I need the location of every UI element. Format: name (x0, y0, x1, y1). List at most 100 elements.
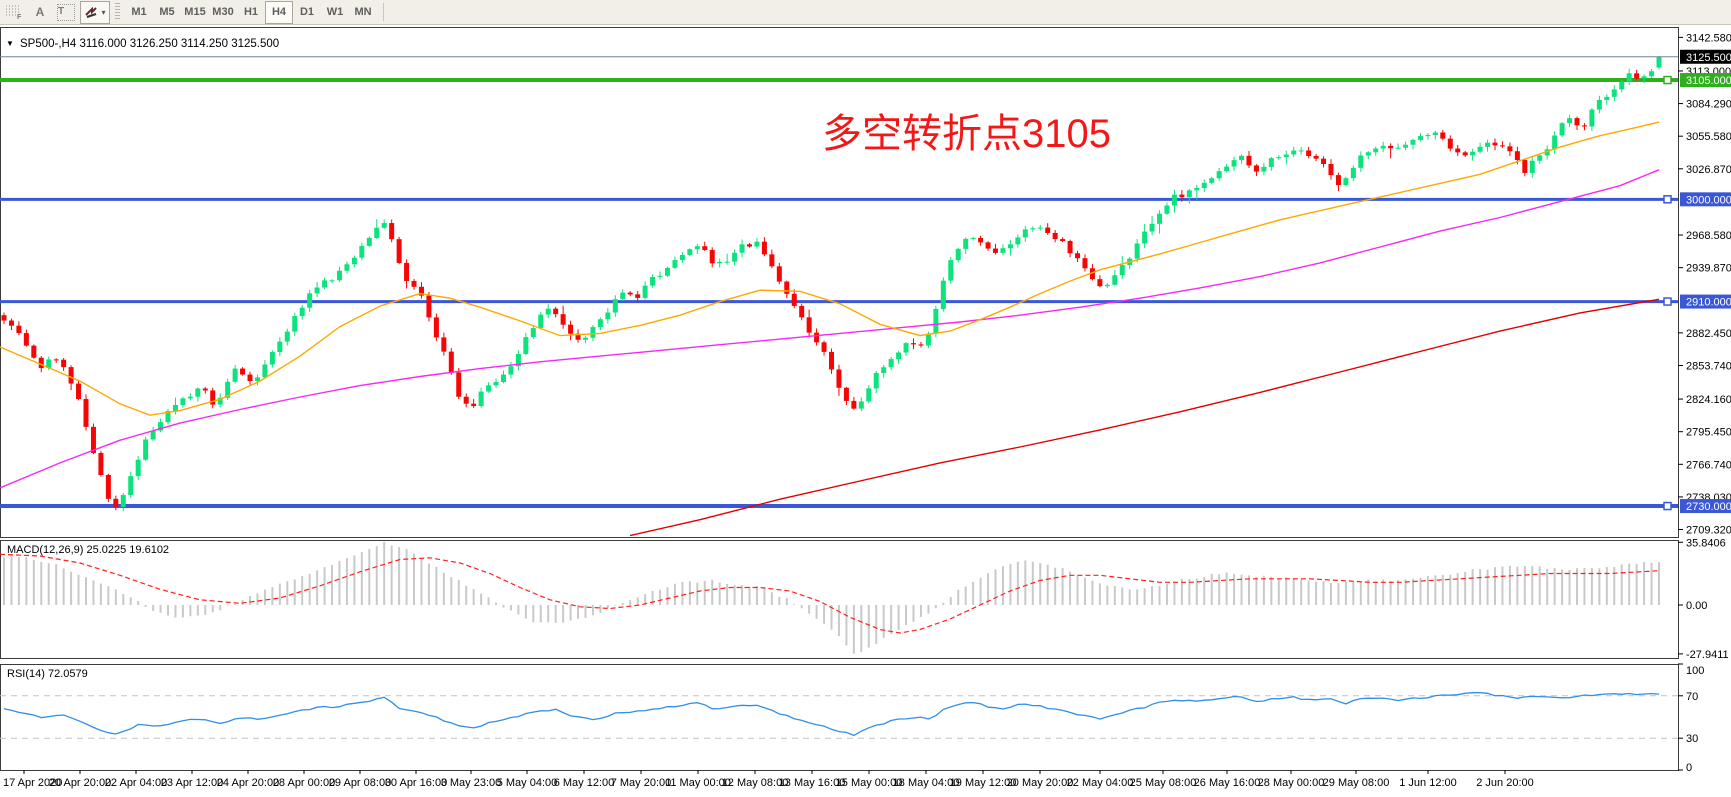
timeframe-button-m1[interactable]: M1 (131, 6, 147, 18)
candle-body (590, 327, 596, 338)
rsi-tick-label: 70 (1686, 691, 1698, 703)
candle-body (1052, 232, 1058, 240)
candle-body (523, 337, 529, 354)
candle-body (582, 337, 588, 340)
candle-body (679, 254, 685, 261)
timeframe-button-w1[interactable]: W1 (326, 6, 344, 18)
candle-body (739, 244, 745, 253)
candle-body (307, 293, 313, 308)
candle-body (732, 252, 738, 262)
candle-body (1216, 171, 1222, 179)
panel-border-main (0, 27, 1679, 538)
candle-body (1283, 154, 1289, 158)
annotation-text[interactable]: 多空转折点3105 (822, 112, 1111, 156)
time-tick-label: 29 Apr 08:00 (329, 777, 391, 789)
chart-canvas[interactable]: 3142.5803113.0003084.2903055.5803026.870… (0, 25, 1731, 792)
candle-body (113, 498, 119, 507)
candle-body (1089, 268, 1095, 280)
candle-body (545, 308, 551, 315)
candle-body (83, 399, 89, 427)
candle-body (329, 280, 335, 282)
toolbar-grip[interactable] (115, 3, 120, 21)
candle-body (105, 474, 111, 499)
candle-body (1574, 118, 1580, 126)
candle-body (1552, 135, 1558, 150)
candle-body (471, 403, 477, 407)
candle-body (1045, 227, 1051, 233)
candle-body (1112, 275, 1118, 285)
price-badge-label: 2730.000 (1686, 501, 1731, 513)
timeframe-button-h1[interactable]: H1 (243, 6, 259, 18)
candle-body (1104, 284, 1110, 287)
candle-body (881, 367, 887, 374)
timeframe-button-m15[interactable]: M15 (184, 6, 206, 18)
candle-body (1634, 73, 1640, 79)
level-handle[interactable] (1663, 75, 1672, 85)
ma-fast-line (0, 121, 1660, 416)
candle-body (1149, 223, 1155, 232)
time-tick-label: 28 May 00:00 (1258, 777, 1325, 789)
candle-body (217, 397, 223, 405)
candle-body (560, 314, 566, 325)
candle-body (776, 266, 782, 282)
candle-body (993, 248, 999, 253)
candle-body (664, 267, 670, 276)
candle-body (1194, 187, 1200, 191)
candle-body (90, 426, 96, 453)
candle-body (911, 343, 917, 345)
horizontal-level-lines[interactable] (0, 78, 1678, 509)
candle-body (1343, 178, 1349, 186)
candle-body (76, 383, 82, 400)
candle-body (530, 328, 536, 338)
chart-title: SP500-,H4 3116.000 3126.250 3114.250 312… (20, 38, 279, 50)
time-tick-label: 17 Apr 2020 (3, 777, 62, 789)
shapes-tool-button[interactable]: ▾ (80, 0, 110, 24)
candle-body (1447, 138, 1453, 149)
price-axis[interactable]: 3142.5803113.0003084.2903055.5803026.870… (1663, 32, 1731, 774)
candle-body (1037, 227, 1043, 229)
timeframe-button-m30[interactable]: M30 (212, 6, 234, 18)
text-box-icon: T (57, 3, 75, 21)
symbol-dropdown-icon[interactable]: ▼ (6, 39, 14, 48)
grid-f-tool-button[interactable]: F (2, 1, 26, 24)
candle-body (1604, 96, 1610, 101)
level-handle[interactable] (1663, 297, 1672, 306)
text-box-tool-button[interactable]: T (54, 1, 78, 24)
candle-body (1403, 144, 1409, 148)
candle-body (1410, 139, 1416, 145)
candle-body (1291, 150, 1297, 155)
candle-body (202, 388, 208, 391)
timeframe-button-h4[interactable]: H4 (265, 0, 293, 24)
time-tick-label: 12 May 08:00 (722, 777, 789, 789)
time-tick-label: 11 May 00:00 (665, 777, 731, 789)
candle-body (172, 404, 178, 412)
timeframe-button-m5[interactable]: M5 (159, 6, 175, 18)
candle-body (269, 351, 275, 365)
text-label-tool-button[interactable]: A (28, 1, 52, 24)
candle-body (418, 286, 424, 296)
price-tick-label: 2795.450 (1686, 427, 1731, 439)
level-handle[interactable] (1663, 501, 1672, 511)
candle-body (344, 264, 350, 271)
candle-body (1619, 81, 1625, 90)
time-tick-label: 3 May 23:00 (441, 777, 502, 789)
candle-body (851, 400, 857, 409)
candle-body (575, 333, 581, 340)
time-tick-label: 23 Apr 12:00 (161, 777, 223, 789)
candle-body (955, 248, 961, 261)
candle-body (158, 422, 164, 431)
level-handle[interactable] (1663, 195, 1672, 204)
timeframe-button-mn[interactable]: MN (354, 6, 372, 18)
ma-mid-line (0, 169, 1660, 489)
candle-body (1611, 89, 1617, 97)
timeframe-button-d1[interactable]: D1 (299, 6, 315, 18)
candle-body (351, 257, 357, 265)
candle-body (128, 476, 134, 496)
candle-body (791, 293, 797, 306)
time-tick-label: 22 Apr 04:00 (105, 777, 167, 789)
candle-body (46, 359, 52, 369)
candle-body (1276, 157, 1282, 159)
candle-body (1239, 155, 1245, 161)
macd-panel-content (0, 542, 1661, 654)
